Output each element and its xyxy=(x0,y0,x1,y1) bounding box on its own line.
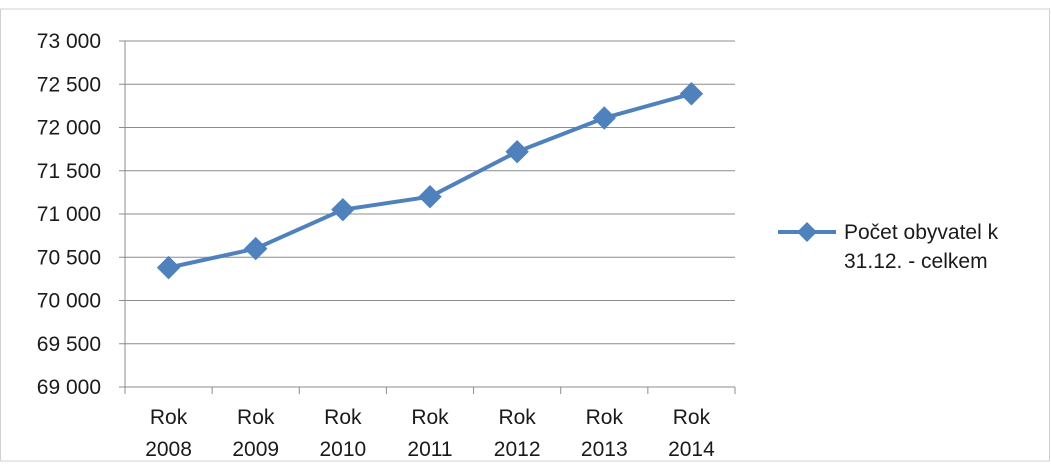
data-point xyxy=(679,82,704,106)
x-tick-label: Rok xyxy=(324,406,362,429)
series xyxy=(156,82,704,280)
legend-label: 31.12. - celkem xyxy=(844,250,988,273)
y-tick-label: 70 000 xyxy=(37,290,101,313)
legend: Počet obyvatel k 31.12. - celkem xyxy=(778,221,999,273)
y-tick-label: 72 500 xyxy=(37,73,101,96)
x-tick-label: 2012 xyxy=(494,438,541,461)
axes xyxy=(119,40,736,394)
legend-marker xyxy=(797,222,817,242)
x-tick-label: 2010 xyxy=(319,438,366,461)
x-tick-label: Rok xyxy=(237,406,275,429)
legend-label: Počet obyvatel k xyxy=(844,221,999,244)
y-tick-label: 72 000 xyxy=(37,117,101,140)
gridlines xyxy=(125,40,735,345)
data-point xyxy=(156,255,181,280)
x-tick-label: 2009 xyxy=(232,438,279,461)
x-tick-label: 2013 xyxy=(581,438,628,461)
y-tick-label: 73 000 xyxy=(37,30,101,53)
x-tick-label: 2011 xyxy=(407,438,452,461)
y-tick-label: 69 000 xyxy=(37,376,101,399)
x-tick-label: Rok xyxy=(586,406,624,429)
data-point xyxy=(244,236,268,261)
x-tick-label: Rok xyxy=(498,406,536,429)
x-tick-label: Rok xyxy=(150,406,188,429)
data-point xyxy=(505,140,529,164)
y-tick-label: 71 500 xyxy=(37,160,101,183)
y-tick-label: 69 500 xyxy=(37,333,101,356)
y-tick-label: 70 500 xyxy=(37,246,101,269)
x-tick-label: Rok xyxy=(411,406,449,429)
chart-border xyxy=(0,8,1050,462)
x-tick-labels: Rok 2008 Rok 2009 Rok 2010 Rok 2011 Rok 2012 Rok 20… xyxy=(145,406,715,461)
data-point xyxy=(592,106,616,130)
x-tick-label: Rok xyxy=(673,406,711,429)
x-tick-label: 2014 xyxy=(668,438,715,461)
x-tick-label: 2008 xyxy=(145,438,192,461)
y-tick-label: 71 000 xyxy=(37,203,101,226)
y-tick-labels: 69 000 69 500 70 000 70 500 71 000 71 500 72 0… xyxy=(37,30,101,399)
data-point xyxy=(418,184,442,209)
data-point xyxy=(331,197,355,222)
